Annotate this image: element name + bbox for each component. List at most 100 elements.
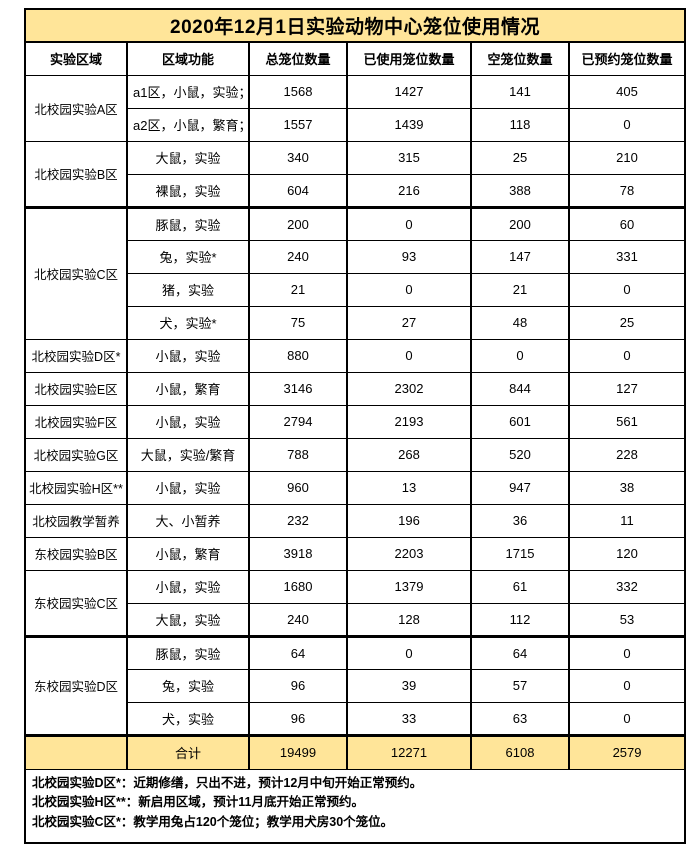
region-cell: 北校园实验A区 bbox=[24, 74, 128, 142]
reserved-count-cell: 127 bbox=[567, 371, 687, 406]
reserved-count-cell: 53 bbox=[567, 602, 687, 637]
empty-count-cell: 112 bbox=[470, 602, 570, 637]
region-cell: 东校园实验C区 bbox=[24, 569, 128, 637]
reserved-count-cell: 0 bbox=[567, 272, 687, 307]
function-cell: 豚鼠，实验 bbox=[126, 634, 250, 670]
used-count-cell: 268 bbox=[346, 437, 472, 472]
function-cell: 猪，实验 bbox=[126, 272, 250, 307]
used-count-cell: 196 bbox=[346, 503, 472, 538]
total-count-cell: 788 bbox=[248, 437, 348, 472]
total-empty-cell: 6108 bbox=[470, 733, 570, 770]
used-count-cell: 27 bbox=[346, 305, 472, 340]
function-cell: 小鼠，实验 bbox=[126, 404, 250, 439]
function-cell: 小鼠，繁育 bbox=[126, 371, 250, 406]
total-total-cell: 19499 bbox=[248, 733, 348, 770]
table-row: 北校园实验E区 小鼠，繁育 3146 2302 844 127 bbox=[24, 371, 687, 406]
column-header-region: 实验区域 bbox=[24, 41, 128, 76]
empty-count-cell: 601 bbox=[470, 404, 570, 439]
table-row: 北校园实验H区** 小鼠，实验 960 13 947 38 bbox=[24, 470, 687, 505]
empty-count-cell: 388 bbox=[470, 173, 570, 208]
total-used-cell: 12271 bbox=[346, 733, 472, 770]
reserved-count-cell: 0 bbox=[567, 668, 687, 703]
table-row: 北校园实验F区 小鼠，实验 2794 2193 601 561 bbox=[24, 404, 687, 439]
total-count-cell: 75 bbox=[248, 305, 348, 340]
reserved-count-cell: 332 bbox=[567, 569, 687, 604]
table-row: 裸鼠，实验 604 216 388 78 bbox=[25, 173, 687, 208]
empty-count-cell: 844 bbox=[470, 371, 570, 406]
page-title: 2020年12月1日实验动物中心笼位使用情况 bbox=[23, 8, 687, 43]
reserved-count-cell: 78 bbox=[567, 173, 687, 208]
table-row: 北校园实验D区* 小鼠，实验 880 0 0 0 bbox=[24, 338, 687, 373]
total-count-cell: 340 bbox=[248, 140, 348, 175]
empty-count-cell: 63 bbox=[470, 701, 570, 736]
reserved-count-cell: 11 bbox=[567, 503, 687, 538]
used-count-cell: 0 bbox=[346, 272, 472, 307]
empty-count-cell: 36 bbox=[470, 503, 570, 538]
region-cell: 北校园实验E区 bbox=[24, 371, 128, 406]
reserved-count-cell: 38 bbox=[567, 470, 687, 505]
empty-count-cell: 141 bbox=[470, 74, 570, 109]
function-cell: a1区，小鼠，实验； bbox=[126, 74, 250, 109]
function-cell: 兔，实验* bbox=[126, 239, 250, 274]
used-count-cell: 93 bbox=[346, 239, 472, 274]
reserved-count-cell: 25 bbox=[567, 305, 687, 340]
reserved-count-cell: 0 bbox=[567, 338, 687, 373]
empty-count-cell: 200 bbox=[470, 205, 570, 241]
table-row: 北校园实验G区 大鼠，实验/繁育 788 268 520 228 bbox=[24, 437, 687, 472]
total-count-cell: 880 bbox=[248, 338, 348, 373]
footnotes: 北校园实验D区*：近期修缮，只出不进，预计12月中旬开始正常预约。 北校园实验H… bbox=[23, 768, 687, 844]
reserved-count-cell: 561 bbox=[567, 404, 687, 439]
region-cell: 北校园实验F区 bbox=[24, 404, 128, 439]
column-header-total: 总笼位数量 bbox=[248, 41, 348, 76]
table-row: 东校园实验C区 小鼠，实验 1680 1379 61 332 bbox=[24, 569, 687, 637]
total-row: 合计 19499 12271 6108 2579 bbox=[24, 733, 687, 770]
used-count-cell: 13 bbox=[346, 470, 472, 505]
used-count-cell: 1379 bbox=[346, 569, 472, 604]
empty-count-cell: 61 bbox=[470, 569, 570, 604]
reserved-count-cell: 0 bbox=[567, 701, 687, 736]
function-cell: 小鼠，实验 bbox=[126, 338, 250, 373]
table-row: 北校园实验B区 大鼠，实验 340 315 25 210 bbox=[24, 140, 687, 208]
used-count-cell: 315 bbox=[346, 140, 472, 175]
empty-count-cell: 1715 bbox=[470, 536, 570, 571]
table-row: 猪，实验 21 0 21 0 bbox=[25, 272, 687, 307]
total-count-cell: 1568 bbox=[248, 74, 348, 109]
used-count-cell: 2193 bbox=[346, 404, 472, 439]
table-row: 犬，实验 96 33 63 0 bbox=[25, 701, 687, 736]
used-count-cell: 33 bbox=[346, 701, 472, 736]
used-count-cell: 216 bbox=[346, 173, 472, 208]
total-count-cell: 240 bbox=[248, 602, 348, 637]
reserved-count-cell: 228 bbox=[567, 437, 687, 472]
total-count-cell: 960 bbox=[248, 470, 348, 505]
notes-row: 北校园实验D区*：近期修缮，只出不进，预计12月中旬开始正常预约。 北校园实验H… bbox=[23, 768, 687, 844]
reserved-count-cell: 0 bbox=[567, 107, 687, 142]
function-cell: 裸鼠，实验 bbox=[126, 173, 250, 208]
table-row: 东校园实验D区 豚鼠，实验 64 0 64 0 bbox=[24, 634, 687, 736]
function-cell: a2区，小鼠，繁育； bbox=[126, 107, 250, 142]
region-cell: 北校园实验C区 bbox=[24, 205, 128, 340]
used-count-cell: 0 bbox=[346, 634, 472, 670]
column-header-reserved: 已预约笼位数量 bbox=[567, 41, 687, 76]
used-count-cell: 128 bbox=[346, 602, 472, 637]
function-cell: 大鼠，实验 bbox=[126, 602, 250, 637]
table-row: 兔，实验 96 39 57 0 bbox=[25, 668, 687, 703]
region-cell: 北校园实验B区 bbox=[24, 140, 128, 208]
table-title-row: 2020年12月1日实验动物中心笼位使用情况 bbox=[23, 8, 687, 43]
total-count-cell: 96 bbox=[248, 668, 348, 703]
column-header-used: 已使用笼位数量 bbox=[346, 41, 472, 76]
total-reserved-cell: 2579 bbox=[567, 733, 687, 770]
region-cell: 北校园实验H区** bbox=[24, 470, 128, 505]
empty-count-cell: 520 bbox=[470, 437, 570, 472]
column-header-empty: 空笼位数量 bbox=[470, 41, 570, 76]
region-cell: 北校园实验D区* bbox=[24, 338, 128, 373]
function-cell: 小鼠，实验 bbox=[126, 470, 250, 505]
empty-count-cell: 147 bbox=[470, 239, 570, 274]
used-count-cell: 0 bbox=[346, 205, 472, 241]
function-cell: 小鼠，实验 bbox=[126, 569, 250, 604]
total-count-cell: 21 bbox=[248, 272, 348, 307]
table-row: 东校园实验B区 小鼠，繁育 3918 2203 1715 120 bbox=[24, 536, 687, 571]
function-cell: 犬，实验* bbox=[126, 305, 250, 340]
empty-count-cell: 118 bbox=[470, 107, 570, 142]
table-row: 北校园实验C区 豚鼠，实验 200 0 200 60 bbox=[24, 205, 687, 340]
